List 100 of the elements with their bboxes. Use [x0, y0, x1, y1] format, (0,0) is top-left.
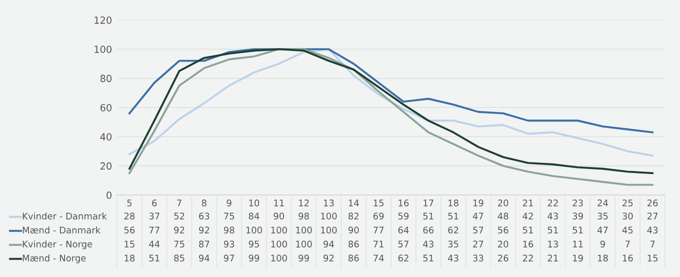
- data-label: 37: [149, 212, 160, 220]
- x-tick-label: 25: [622, 200, 633, 206]
- data-label: 94: [199, 254, 210, 262]
- data-label: 82: [348, 212, 358, 220]
- data-label: 33: [473, 254, 484, 262]
- data-label: 26: [498, 254, 508, 262]
- data-label: 62: [448, 226, 458, 234]
- data-label: 28: [124, 212, 135, 220]
- data-label: 51: [572, 226, 583, 234]
- x-tick-label: 6: [152, 200, 157, 206]
- data-label: 77: [149, 226, 160, 234]
- data-label: 97: [224, 254, 234, 262]
- data-label: 100: [271, 240, 287, 248]
- data-label: 75: [224, 212, 234, 220]
- data-label: 51: [423, 254, 434, 262]
- data-label: 27: [647, 212, 658, 220]
- y-tick-label: 20: [100, 162, 112, 170]
- data-label: 30: [622, 212, 633, 220]
- data-label: 75: [174, 240, 184, 248]
- data-label: 99: [298, 254, 309, 262]
- x-tick-label: 12: [299, 200, 309, 206]
- y-tick-label: 0: [106, 191, 112, 199]
- data-label: 71: [374, 240, 384, 248]
- data-label: 56: [124, 226, 135, 234]
- data-label: 43: [423, 240, 434, 248]
- x-tick-label: 8: [202, 200, 206, 206]
- data-label: 63: [199, 212, 210, 220]
- data-label: 52: [174, 212, 184, 220]
- data-label: 66: [423, 226, 434, 234]
- data-label: 18: [598, 254, 608, 262]
- y-tick-label: 80: [100, 74, 112, 82]
- data-label: 64: [398, 226, 409, 234]
- data-label: 47: [472, 212, 484, 220]
- y-tick-label: 120: [94, 16, 112, 24]
- legend-label: Kvinder - Norge: [22, 240, 92, 250]
- data-label: 100: [321, 212, 337, 220]
- data-label: 57: [473, 226, 484, 234]
- data-label: 90: [274, 212, 284, 220]
- data-label: 74: [374, 254, 384, 262]
- data-label: 51: [548, 226, 558, 234]
- x-tick-label: 22: [548, 200, 558, 206]
- x-tick-label: 19: [473, 200, 484, 206]
- data-label: 93: [224, 240, 234, 248]
- data-label: 43: [647, 226, 658, 234]
- x-tick-label: 15: [374, 200, 384, 206]
- data-label: 42: [522, 212, 533, 220]
- data-label: 35: [448, 240, 458, 248]
- data-label: 7: [626, 240, 630, 248]
- data-label: 51: [522, 226, 533, 234]
- x-tick-label: 20: [498, 200, 508, 206]
- data-label: 39: [572, 212, 583, 220]
- data-label: 92: [324, 254, 334, 262]
- data-label: 11: [573, 240, 583, 248]
- x-tick-label: 23: [572, 200, 583, 206]
- data-label: 95: [248, 240, 259, 248]
- data-label: 45: [622, 226, 633, 234]
- legend-label: Mænd - Norge: [22, 254, 86, 264]
- data-label: 90: [348, 226, 359, 234]
- data-label: 21: [548, 254, 558, 262]
- x-tick-label: 16: [398, 200, 409, 206]
- data-label: 62: [398, 254, 408, 262]
- x-tick-label: 14: [348, 200, 359, 206]
- data-label: 35: [598, 212, 608, 220]
- data-label: 84: [248, 212, 260, 220]
- legend-label: Kvinder - Danmark: [22, 212, 107, 220]
- data-label: 86: [348, 240, 359, 248]
- data-label: 16: [523, 240, 534, 248]
- y-tick-label: 100: [94, 46, 112, 53]
- data-label: 27: [473, 240, 484, 248]
- data-label: 69: [373, 212, 384, 220]
- x-tick-label: 7: [177, 200, 182, 206]
- data-label: 16: [622, 254, 633, 262]
- line-series: [128, 48, 654, 134]
- data-label: 87: [199, 240, 210, 248]
- data-label: 92: [199, 226, 210, 234]
- data-label: 100: [271, 254, 287, 262]
- x-tick-label: 10: [249, 200, 260, 206]
- y-tick-label: 40: [100, 133, 112, 140]
- y-tick-label: 60: [100, 104, 112, 112]
- data-label: 56: [498, 226, 508, 234]
- x-tick-label: 11: [274, 200, 284, 206]
- data-label: 94: [324, 240, 334, 248]
- data-label: 77: [374, 226, 384, 234]
- data-label: 100: [296, 226, 312, 234]
- data-label: 22: [522, 254, 533, 262]
- data-label: 20: [498, 240, 508, 248]
- legend-label: Mænd - Danmark: [22, 226, 101, 234]
- data-label: 48: [498, 212, 508, 220]
- x-tick-label: 9: [226, 200, 232, 206]
- x-tick-label: 5: [127, 200, 132, 206]
- data-label: 100: [296, 240, 312, 248]
- data-label: 9: [600, 240, 605, 248]
- data-label: 19: [573, 254, 583, 262]
- data-label: 43: [548, 212, 558, 220]
- data-label: 15: [124, 240, 134, 248]
- data-label: 92: [174, 226, 184, 234]
- data-label: 51: [423, 212, 434, 220]
- data-label: 100: [246, 226, 262, 234]
- x-tick-label: 18: [448, 200, 458, 206]
- data-label: 86: [348, 254, 359, 262]
